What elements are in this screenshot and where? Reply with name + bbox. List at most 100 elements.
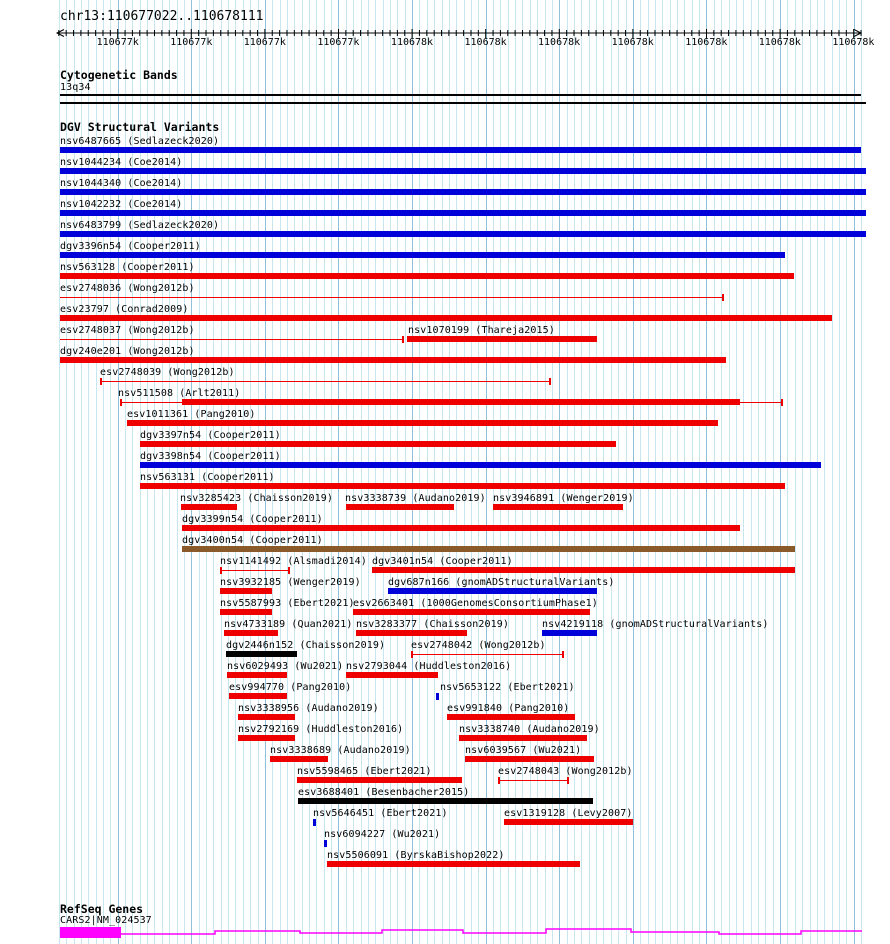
variant-label[interactable]: esv1319128 (Levy2007) (504, 808, 633, 819)
variant-label[interactable]: dgv240e201 (Wong2012b) (60, 346, 195, 357)
variant-bar[interactable] (227, 672, 287, 678)
variant-bar[interactable] (298, 798, 593, 804)
variant-range[interactable] (411, 653, 564, 655)
variant-label[interactable]: nsv6029493 (Wu2021) (227, 661, 344, 672)
variant-label[interactable]: dgv3398n54 (Cooper2011) (140, 451, 281, 462)
variant-bar[interactable] (60, 357, 726, 363)
variant-bar[interactable] (224, 630, 278, 636)
variant-label[interactable]: nsv5587993 (Ebert2021) (220, 598, 355, 609)
variant-label[interactable]: nsv1070199 (Thareja2015) (408, 325, 555, 336)
variant-label[interactable]: nsv4219118 (gnomADStructuralVariants) (542, 619, 769, 630)
variant-label[interactable]: nsv1044340 (Coe2014) (60, 178, 183, 189)
variant-bar[interactable] (140, 441, 616, 447)
variant-label[interactable]: nsv1141492 (Alsmadi2014) (220, 556, 367, 567)
variant-label[interactable]: esv2748036 (Wong2012b) (60, 283, 195, 294)
variant-label[interactable]: nsv6487665 (Sedlazeck2020) (60, 136, 220, 147)
variant-range[interactable] (60, 296, 724, 298)
variant-label[interactable]: nsv5506091 (ByrskaBishop2022) (327, 850, 505, 861)
variant-bar[interactable] (459, 735, 587, 741)
variant-label[interactable]: dgv3401n54 (Cooper2011) (372, 556, 513, 567)
variant-bar[interactable] (493, 504, 623, 510)
variant-range[interactable] (740, 401, 783, 403)
variant-label[interactable]: nsv3946891 (Wenger2019) (493, 493, 634, 504)
variant-bar[interactable] (447, 714, 575, 720)
variant-label[interactable]: esv1011361 (Pang2010) (127, 409, 256, 420)
gene-glyph-exon[interactable] (60, 927, 121, 938)
variant-label[interactable]: nsv1044234 (Coe2014) (60, 157, 183, 168)
variant-bar[interactable] (407, 336, 597, 342)
variant-point[interactable] (436, 693, 439, 700)
variant-bar[interactable] (388, 588, 597, 594)
variant-label[interactable]: dgv2446n152 (Chaisson2019) (226, 640, 386, 651)
variant-bar[interactable] (60, 168, 866, 174)
variant-label[interactable]: nsv5598465 (Ebert2021) (297, 766, 432, 777)
variant-bar[interactable] (229, 693, 287, 699)
variant-label[interactable]: nsv6039567 (Wu2021) (465, 745, 582, 756)
variant-bar[interactable] (140, 483, 785, 489)
variant-bar[interactable] (238, 735, 295, 741)
variant-label[interactable]: nsv511508 (Arlt2011) (118, 388, 241, 399)
variant-point[interactable] (313, 819, 316, 826)
variant-label[interactable]: nsv3285423 (Chaisson2019) (180, 493, 334, 504)
variant-label[interactable]: nsv6094227 (Wu2021) (324, 829, 441, 840)
variant-bar[interactable] (270, 756, 328, 762)
variant-label[interactable]: nsv6483799 (Sedlazeck2020) (60, 220, 220, 231)
variant-label[interactable]: esv994770 (Pang2010) (229, 682, 352, 693)
variant-label[interactable]: esv2748039 (Wong2012b) (100, 367, 235, 378)
variant-label[interactable]: nsv563128 (Cooper2011) (60, 262, 195, 273)
variant-point[interactable] (324, 840, 327, 847)
variant-bar[interactable] (356, 630, 467, 636)
variant-range[interactable] (100, 380, 551, 382)
variant-label[interactable]: esv3688401 (Besenbacher2015) (298, 787, 470, 798)
variant-bar[interactable] (465, 756, 594, 762)
variant-label[interactable]: dgv3396n54 (Cooper2011) (60, 241, 201, 252)
variant-bar[interactable] (297, 777, 462, 783)
variant-bar[interactable] (372, 567, 795, 573)
variant-bar[interactable] (238, 714, 295, 720)
variant-bar[interactable] (60, 315, 832, 321)
variant-bar[interactable] (346, 672, 438, 678)
variant-label[interactable]: nsv3283377 (Chaisson2019) (356, 619, 510, 630)
variant-range[interactable] (60, 338, 404, 340)
variant-bar[interactable] (542, 630, 597, 636)
variant-label[interactable]: nsv563131 (Cooper2011) (140, 472, 275, 483)
variant-label[interactable]: nsv3338740 (Audano2019) (459, 724, 600, 735)
variant-bar[interactable] (182, 546, 795, 552)
variant-label[interactable]: dgv3399n54 (Cooper2011) (182, 514, 323, 525)
variant-label[interactable]: esv2748043 (Wong2012b) (498, 766, 633, 777)
variant-bar[interactable] (346, 504, 454, 510)
variant-bar[interactable] (226, 651, 297, 657)
variant-bar[interactable] (60, 231, 866, 237)
variant-range[interactable] (498, 779, 569, 781)
variant-label[interactable]: nsv2793044 (Huddleston2016) (346, 661, 512, 672)
variant-bar[interactable] (353, 609, 590, 615)
cytoband-label[interactable]: 13q34 (60, 82, 91, 93)
gene-label[interactable]: CARS2|NM_024537 (60, 915, 152, 926)
variant-label[interactable]: nsv5653122 (Ebert2021) (440, 682, 575, 693)
variant-label[interactable]: nsv5646451 (Ebert2021) (313, 808, 448, 819)
variant-label[interactable]: esv23797 (Conrad2009) (60, 304, 189, 315)
variant-bar[interactable] (181, 504, 237, 510)
variant-bar[interactable] (182, 399, 740, 405)
variant-bar[interactable] (504, 819, 633, 825)
variant-label[interactable]: esv2748042 (Wong2012b) (411, 640, 546, 651)
variant-bar[interactable] (60, 210, 866, 216)
variant-label[interactable]: nsv3338689 (Audano2019) (270, 745, 411, 756)
variant-bar[interactable] (60, 252, 785, 258)
variant-label[interactable]: nsv1042232 (Coe2014) (60, 199, 183, 210)
variant-label[interactable]: dgv687n166 (gnomADStructuralVariants) (388, 577, 615, 588)
variant-bar[interactable] (60, 273, 794, 279)
variant-bar[interactable] (182, 525, 740, 531)
variant-bar[interactable] (60, 147, 861, 153)
variant-bar[interactable] (327, 861, 580, 867)
variant-label[interactable]: esv991840 (Pang2010) (447, 703, 570, 714)
variant-bar[interactable] (220, 609, 272, 615)
variant-label[interactable]: dgv3400n54 (Cooper2011) (182, 535, 323, 546)
variant-label[interactable]: nsv4733189 (Quan2021) (224, 619, 353, 630)
variant-range[interactable] (220, 569, 290, 571)
variant-bar[interactable] (140, 462, 821, 468)
variant-label[interactable]: nsv2792169 (Huddleston2016) (238, 724, 404, 735)
variant-bar[interactable] (60, 189, 866, 195)
variant-label[interactable]: dgv3397n54 (Cooper2011) (140, 430, 281, 441)
variant-range[interactable] (120, 401, 182, 403)
